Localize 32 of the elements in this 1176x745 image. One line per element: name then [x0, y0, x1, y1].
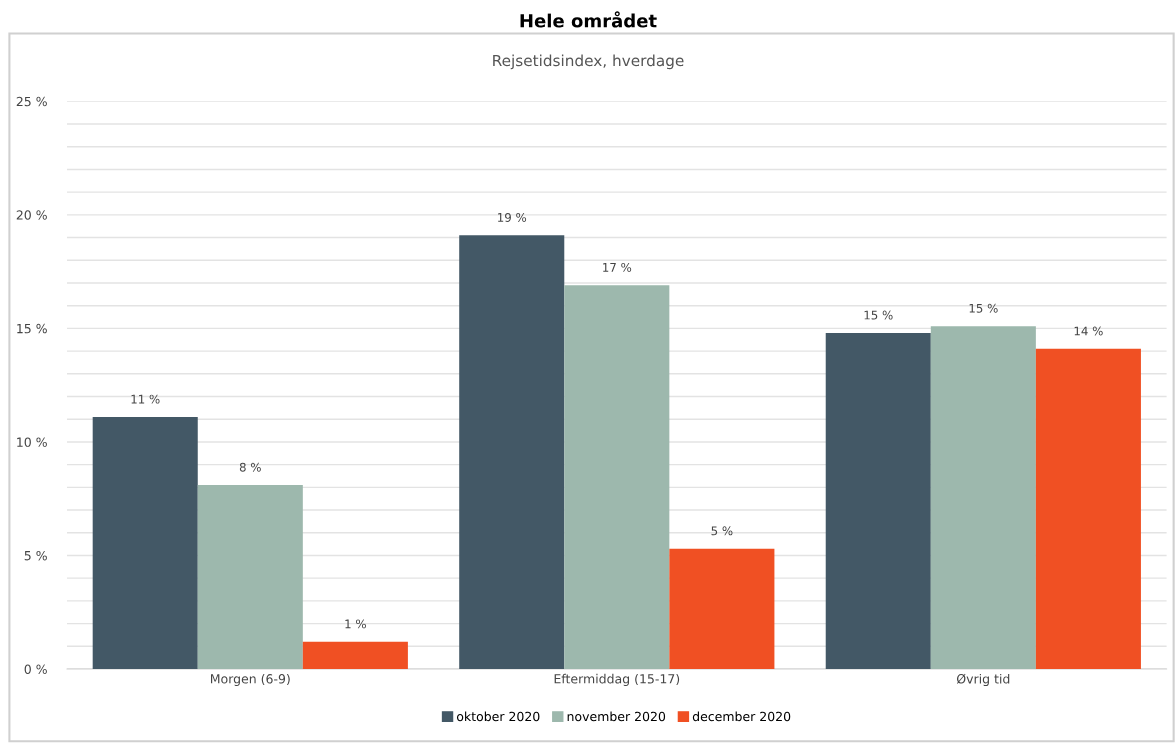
data-label: 15 %: [864, 310, 893, 320]
data-label: 14 %: [1074, 326, 1103, 336]
data-label: 17 %: [603, 262, 632, 272]
y-tick-label: 0 %: [24, 664, 47, 674]
bar: [302, 641, 408, 670]
bar: [459, 235, 565, 670]
legend-label: december 2020: [692, 711, 791, 722]
data-label: 1 %: [345, 619, 366, 629]
y-tick-label: 20 %: [16, 210, 47, 220]
x-tick-label: Morgen (6-9): [211, 673, 290, 686]
data-label: 15 %: [969, 303, 998, 313]
x-tick-label: Eftermiddag (15-17): [554, 673, 680, 686]
data-label: 8 %: [239, 462, 261, 472]
y-tick-label: 10 %: [17, 437, 47, 447]
bar: [825, 332, 931, 670]
legend-label: oktober 2020: [456, 711, 540, 722]
bar: [669, 548, 775, 670]
data-label: 5 %: [711, 526, 733, 536]
x-tick-label: Øvrig tid: [956, 673, 1010, 686]
bar: [92, 416, 198, 670]
y-tick-label: 15 %: [17, 323, 47, 334]
bar: [930, 326, 1036, 670]
bar: [564, 285, 670, 670]
data-label: 11 %: [131, 394, 160, 404]
y-tick-label: 5 %: [24, 550, 47, 561]
chart-title: Hele området: [520, 11, 657, 28]
bar: [1035, 348, 1141, 670]
legend-label: november 2020: [567, 711, 666, 722]
bar: [197, 485, 303, 670]
data-label: 19 %: [498, 212, 527, 222]
y-tick-label: 25 %: [16, 96, 47, 107]
chart-subtitle: Rejsetidsindex, hverdage: [493, 54, 684, 70]
